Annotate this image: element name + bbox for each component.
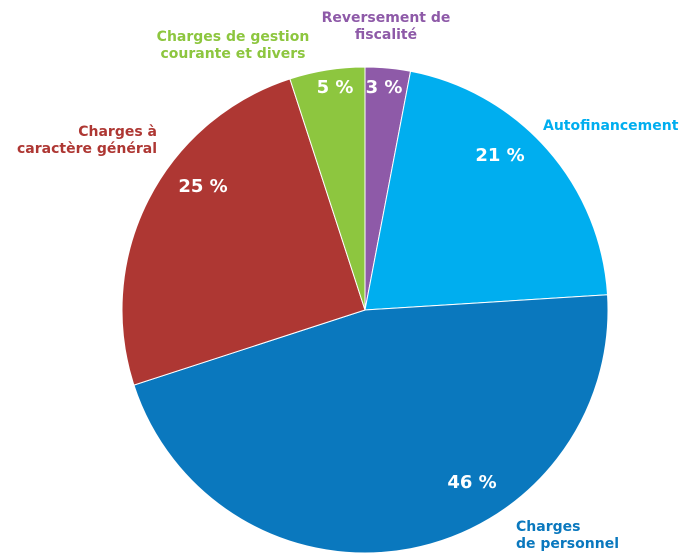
slice-value-label: 3 % [366,77,403,98]
pie-slice [133,294,609,553]
slice-category-label: Charges de personnel [516,519,619,552]
slice-category-label: Autofinancement [543,118,679,134]
slice-value-label: 46 % [447,472,496,493]
slice-category-label: Charges à caractère général [17,124,157,157]
slice-value-label: 5 % [317,77,354,98]
pie-slice [289,66,366,311]
slice-category-label: Charges de gestion courante et divers [156,29,310,62]
slice-category-label: Reversement de fiscalité [321,10,451,43]
slice-value-label: 25 % [178,176,227,197]
pie-slice [121,78,366,386]
slice-value-label: 21 % [475,145,524,166]
pie-slice [364,70,609,311]
